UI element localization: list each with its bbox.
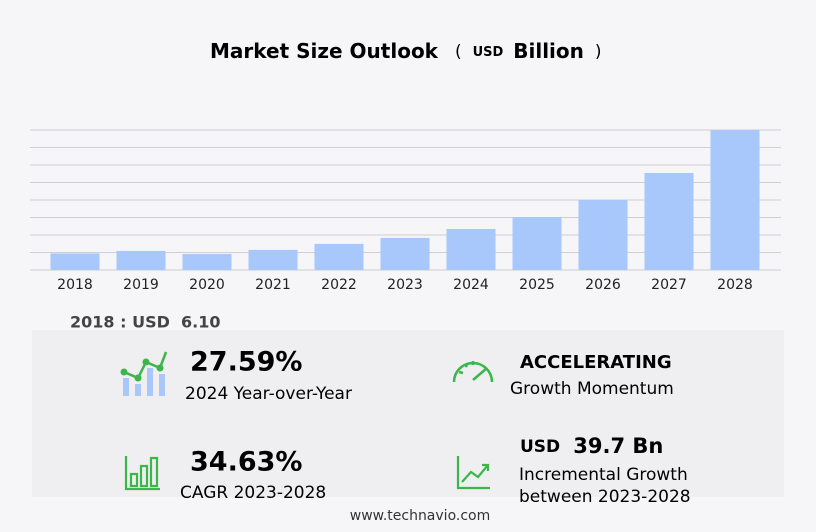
bar <box>380 237 430 270</box>
cagr-icon <box>124 456 160 491</box>
stat-value: ACCELERATING <box>520 352 672 373</box>
unit-open: ( <box>455 42 462 62</box>
x-tick-label: 2018 <box>57 277 93 293</box>
callout: 2018 : USD 6.10 <box>70 313 220 332</box>
yoy-icon <box>120 351 168 396</box>
bar <box>446 228 496 270</box>
bar <box>644 172 694 270</box>
bar <box>248 249 298 270</box>
stat-currency: USD <box>520 437 560 457</box>
bar <box>710 130 760 270</box>
x-tick-label: 2026 <box>585 277 621 293</box>
unit-close: ) <box>595 42 602 62</box>
stat-label: Incremental Growth <box>519 465 688 485</box>
stat-value-line: USD 39.7 Bn <box>520 434 663 458</box>
chart-title-line: Market Size Outlook ( USD Billion ) <box>210 39 602 63</box>
chart-title: Market Size Outlook <box>210 39 439 63</box>
footer: www.technavio.com <box>350 508 491 524</box>
x-tick-label: 2024 <box>453 277 489 293</box>
stat-value: 39.7 Bn <box>573 434 663 458</box>
stat-value: 34.63% <box>190 447 302 478</box>
unit-currency: USD <box>473 45 504 60</box>
stat-label: between 2023-2028 <box>519 487 691 507</box>
x-tick-label: 2020 <box>189 277 225 293</box>
gauge-icon <box>452 361 494 383</box>
stat-value: 27.59% <box>190 347 302 378</box>
bar <box>182 253 232 270</box>
x-tick-label: 2025 <box>519 277 555 293</box>
growth-icon <box>456 456 490 490</box>
bar <box>116 250 166 270</box>
bar <box>512 216 562 270</box>
stat-label: CAGR 2023-2028 <box>180 483 326 503</box>
stat-label: 2024 Year-over-Year <box>185 384 352 404</box>
x-tick-label: 2022 <box>321 277 357 293</box>
unit-name: Billion <box>513 39 584 63</box>
x-tick-label: 2028 <box>717 277 753 293</box>
bar <box>314 243 364 270</box>
bar <box>578 199 628 270</box>
x-tick-label: 2023 <box>387 277 423 293</box>
x-tick-label: 2027 <box>651 277 687 293</box>
stat-label: Growth Momentum <box>510 379 674 399</box>
plot: 2018 2019 2020 2021 2022 2023 2024 2025 2026 2027… <box>30 129 781 293</box>
x-tick-label: 2021 <box>255 277 291 293</box>
bar <box>50 253 100 270</box>
x-tick-label: 2019 <box>123 277 159 293</box>
